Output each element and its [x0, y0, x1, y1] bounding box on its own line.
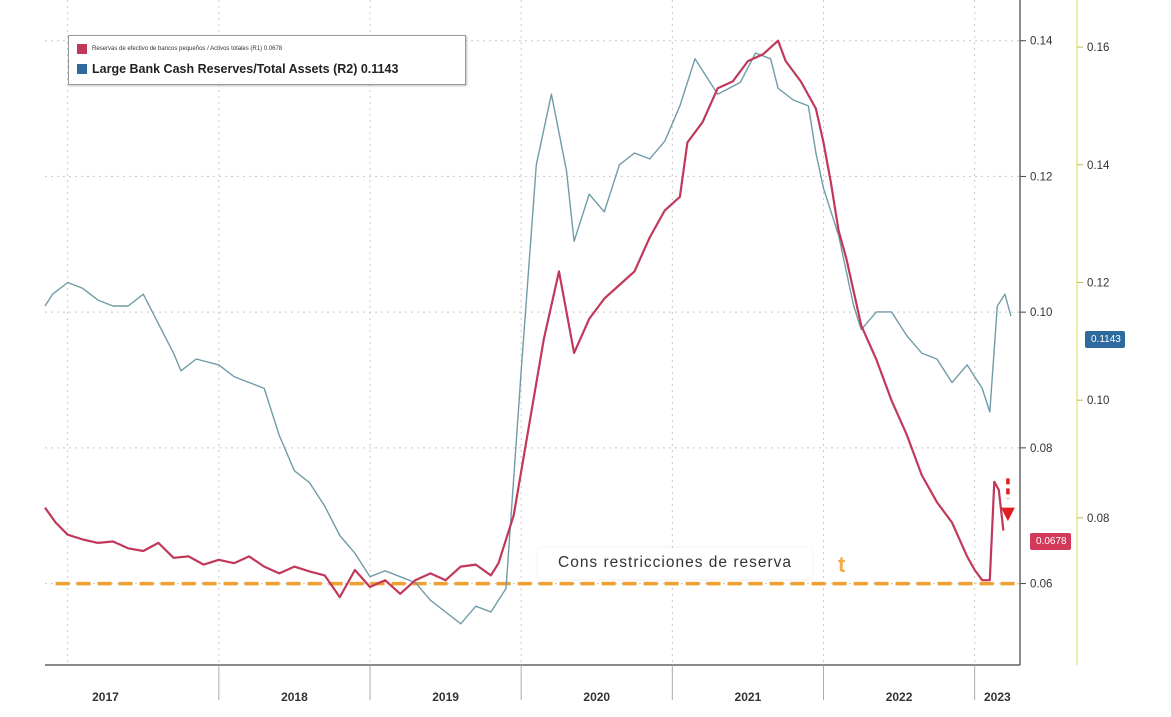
- series-line-small-bank: [44, 39, 1005, 599]
- r2-tick-label-0.10: 0.10: [1087, 395, 1109, 407]
- r2-tick-label-0.08: 0.08: [1087, 513, 1109, 525]
- last-value-tag-small-bank: 0.0678: [1030, 533, 1071, 550]
- r2-tick-label-0.16: 0.16: [1087, 42, 1109, 54]
- r2-tick-label-0.14: 0.14: [1087, 160, 1110, 172]
- legend-swatch-small-bank: [77, 44, 87, 54]
- r1-tick-label-0.06: 0.06: [1030, 579, 1052, 591]
- r2-tick-label-0.12: 0.12: [1087, 277, 1109, 289]
- x-tick-label-2017: 2017: [92, 690, 119, 704]
- legend-item-large-bank: Large Bank Cash Reserves/Total Assets (R…: [77, 62, 398, 76]
- legend: Reservas de efectivo de bancos pequeños …: [68, 35, 466, 85]
- r1-tick-label-0.14: 0.14: [1030, 36, 1053, 48]
- x-tick-label-2018: 2018: [281, 690, 308, 704]
- legend-label-large-bank: Large Bank Cash Reserves/Total Assets (R…: [92, 62, 399, 76]
- x-tick-label-2022: 2022: [886, 690, 913, 704]
- last-value-tag-large-bank: 0.1143: [1085, 331, 1125, 348]
- series-line-large-bank: [44, 52, 1012, 625]
- r1-tick-label-0.10: 0.10: [1030, 307, 1052, 319]
- legend-item-small-bank: Reservas de efectivo de bancos pequeños …: [77, 44, 282, 54]
- annotation-label: Cons restricciones de reserva: [538, 548, 813, 579]
- x-tick-label-2021: 2021: [735, 690, 762, 704]
- r1-tick-label-0.08: 0.08: [1030, 443, 1052, 455]
- down-arrow-icon: [1000, 507, 1015, 522]
- x-tick-label-2023: 2023: [984, 690, 1011, 704]
- legend-label-small-bank: Reservas de efectivo de bancos pequeños …: [92, 46, 283, 52]
- x-tick-label-2019: 2019: [432, 690, 459, 704]
- r1-tick-label-0.12: 0.12: [1030, 171, 1052, 183]
- annotation-fragment: t: [838, 552, 846, 577]
- x-tick-label-2020: 2020: [583, 690, 610, 704]
- legend-swatch-large-bank: [77, 64, 87, 74]
